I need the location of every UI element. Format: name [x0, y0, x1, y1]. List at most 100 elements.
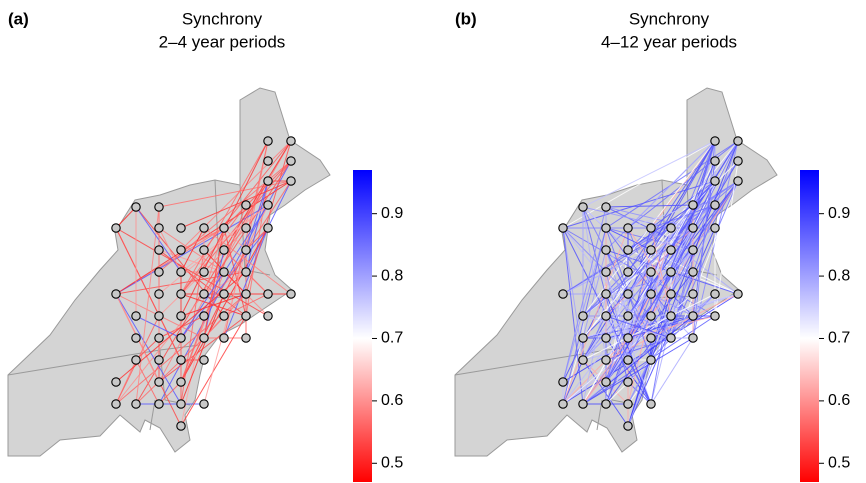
site-node	[154, 333, 164, 343]
site-node	[176, 223, 186, 233]
link	[670, 249, 694, 295]
link	[562, 359, 584, 405]
site-node	[154, 267, 164, 277]
site-node	[263, 156, 273, 166]
site-node	[646, 223, 656, 233]
site-node	[199, 355, 209, 365]
site-node	[263, 136, 273, 146]
link	[650, 271, 672, 339]
site-node	[578, 311, 588, 321]
link	[562, 206, 607, 383]
site-node	[263, 311, 273, 321]
site-node	[558, 377, 568, 387]
link	[180, 293, 225, 405]
site-node	[199, 267, 209, 277]
site-node	[286, 136, 296, 146]
link	[582, 293, 716, 361]
site-node	[131, 311, 141, 321]
site-node	[578, 355, 588, 365]
site-node	[688, 333, 698, 343]
site-node	[623, 399, 633, 409]
site-node	[601, 223, 611, 233]
panel-label: (b)	[455, 9, 477, 28]
site-node	[601, 202, 611, 212]
site-node	[241, 267, 251, 277]
site-node	[286, 176, 296, 186]
panel-title: 2–4 year periods	[159, 32, 286, 51]
site-node	[623, 421, 633, 431]
colorbar-tick-label: 0.5	[381, 454, 403, 471]
site-node	[154, 399, 164, 409]
panel-title: Synchrony	[629, 9, 710, 28]
link	[158, 381, 182, 405]
link	[650, 227, 672, 317]
site-node	[241, 333, 251, 343]
link	[582, 337, 629, 405]
link	[180, 204, 247, 295]
link	[582, 206, 607, 361]
colorbar-tick-label: 0.6	[381, 392, 403, 409]
site-node	[154, 245, 164, 255]
site-node	[646, 399, 656, 409]
site-node	[241, 223, 251, 233]
site-node	[601, 245, 611, 255]
link	[582, 227, 694, 317]
site-node	[111, 377, 121, 387]
colorbar-tick-label: 0.7	[828, 330, 850, 347]
link	[714, 160, 739, 317]
site-node	[199, 289, 209, 299]
site-node	[219, 311, 229, 321]
site-node	[154, 311, 164, 321]
site-node	[154, 289, 164, 299]
link	[627, 140, 716, 229]
link	[180, 227, 205, 273]
site-node	[601, 311, 611, 321]
colorbar	[353, 170, 372, 482]
site-node	[710, 156, 720, 166]
link	[158, 227, 182, 273]
link	[115, 206, 137, 229]
site-node	[623, 267, 633, 277]
colorbar	[800, 170, 819, 482]
link	[562, 227, 629, 405]
link	[605, 271, 629, 295]
site-node	[176, 245, 186, 255]
link	[627, 359, 652, 405]
link	[245, 227, 269, 251]
link	[223, 227, 247, 251]
site-node	[666, 289, 676, 299]
site-node	[176, 333, 186, 343]
site-node	[263, 200, 273, 210]
link	[135, 206, 225, 317]
site-node	[241, 200, 251, 210]
link	[582, 249, 694, 361]
map-panel: (b) Synchrony 4–12 year periods 0.5 0.6 0.7 0.…	[454, 9, 850, 482]
link	[692, 140, 716, 339]
site-node	[263, 289, 273, 299]
link	[180, 140, 269, 295]
link	[692, 180, 716, 206]
link	[582, 249, 672, 317]
link	[562, 227, 652, 339]
site-node	[241, 245, 251, 255]
site-node	[558, 399, 568, 409]
site-node	[646, 333, 656, 343]
link	[562, 227, 584, 405]
link	[245, 140, 292, 295]
link	[135, 337, 160, 361]
link	[223, 227, 269, 339]
link	[562, 227, 694, 295]
link	[203, 140, 292, 251]
site-node	[733, 289, 743, 299]
link	[670, 293, 694, 317]
colorbar-tick-label: 0.8	[381, 267, 403, 284]
link	[562, 227, 607, 383]
link	[670, 140, 739, 251]
site-node	[601, 399, 611, 409]
site-node	[176, 421, 186, 431]
link	[158, 249, 225, 273]
link	[562, 337, 584, 405]
site-node	[176, 399, 186, 409]
site-node	[688, 289, 698, 299]
colorbar-tick-label: 0.8	[828, 267, 850, 284]
